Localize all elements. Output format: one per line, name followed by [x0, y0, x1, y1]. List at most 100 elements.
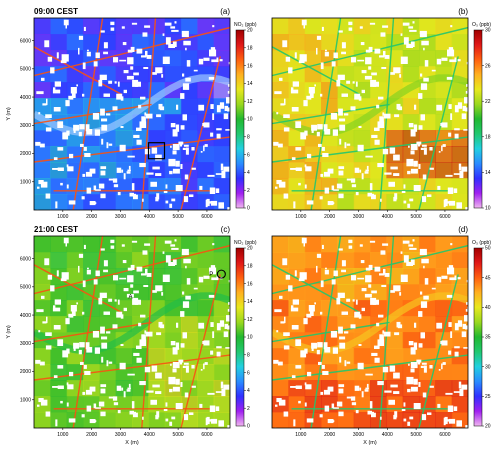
- building: [39, 361, 45, 366]
- building: [143, 67, 149, 69]
- building: [393, 391, 400, 394]
- building: [284, 98, 286, 106]
- building: [379, 334, 384, 341]
- building: [66, 184, 69, 189]
- field-cell: [337, 146, 355, 163]
- building: [117, 81, 120, 87]
- building: [40, 399, 48, 406]
- building: [168, 158, 176, 167]
- building: [216, 128, 222, 131]
- building: [121, 26, 125, 29]
- field-cell: [132, 236, 149, 253]
- building: [184, 174, 189, 180]
- building: [116, 385, 122, 391]
- building: [316, 253, 322, 258]
- building: [320, 311, 323, 315]
- field-cell: [288, 236, 306, 253]
- building: [152, 72, 157, 75]
- building: [161, 292, 164, 296]
- building: [454, 57, 457, 61]
- building: [448, 418, 456, 424]
- field-cell: [181, 268, 198, 285]
- building: [465, 325, 468, 330]
- field-cell: [402, 194, 420, 210]
- building: [306, 313, 312, 318]
- field-cell: [288, 194, 306, 210]
- building: [368, 66, 372, 70]
- road: [272, 103, 390, 125]
- building: [117, 299, 120, 305]
- building: [136, 127, 142, 131]
- building: [103, 93, 110, 97]
- building: [120, 126, 124, 128]
- building: [464, 97, 468, 104]
- field-cell: [50, 412, 68, 428]
- building: [295, 147, 302, 151]
- building: [208, 76, 215, 80]
- building: [352, 299, 355, 302]
- field-cell: [148, 18, 166, 35]
- building: [216, 57, 219, 61]
- field-cell: [272, 66, 289, 83]
- field-cell: [435, 162, 453, 179]
- building: [382, 330, 385, 334]
- field-cell: [66, 364, 84, 381]
- field-cell: [115, 316, 133, 333]
- building: [36, 427, 39, 428]
- building: [216, 323, 221, 331]
- building: [441, 340, 448, 346]
- building: [168, 262, 175, 266]
- building: [223, 384, 230, 390]
- building: [317, 124, 323, 130]
- field-cell: [181, 162, 198, 179]
- building: [453, 391, 460, 393]
- plot-frame: [33, 235, 231, 429]
- building: [226, 315, 230, 322]
- building: [274, 427, 277, 428]
- building: [212, 331, 215, 338]
- building: [165, 402, 168, 407]
- field-cell: [181, 178, 198, 195]
- field-cell: [370, 66, 387, 83]
- building: [141, 334, 146, 341]
- building: [57, 167, 64, 171]
- building: [384, 331, 391, 337]
- field-cell: [419, 98, 436, 115]
- field-cell: [148, 380, 166, 397]
- building: [380, 416, 382, 420]
- field-cell: [132, 18, 149, 35]
- building: [465, 107, 468, 112]
- building: [185, 47, 187, 51]
- field-cell: [213, 82, 230, 99]
- building: [144, 366, 151, 373]
- field-cell: [288, 34, 306, 51]
- building: [325, 49, 327, 52]
- building: [211, 277, 219, 281]
- building: [189, 412, 194, 415]
- field-cell: [370, 34, 387, 51]
- colorbar-tick-label: 10: [485, 206, 491, 212]
- building: [321, 26, 324, 31]
- building: [186, 60, 191, 67]
- field-cell: [435, 252, 453, 269]
- river: [34, 292, 230, 355]
- field-cell: [148, 412, 166, 428]
- building: [127, 275, 134, 283]
- field-cell: [83, 252, 100, 269]
- building: [92, 331, 100, 338]
- building: [86, 187, 92, 194]
- colorbar-tick-label: 12: [247, 317, 253, 323]
- field-cell: [288, 98, 306, 115]
- building: [129, 410, 134, 415]
- x-tick-label: 5000: [411, 214, 422, 220]
- building: [86, 269, 91, 275]
- building: [282, 40, 288, 48]
- building: [438, 369, 441, 371]
- building: [127, 267, 133, 271]
- building: [365, 267, 371, 271]
- building: [400, 251, 403, 254]
- building: [431, 69, 436, 72]
- building: [116, 93, 123, 100]
- building: [447, 187, 454, 194]
- building: [100, 170, 106, 176]
